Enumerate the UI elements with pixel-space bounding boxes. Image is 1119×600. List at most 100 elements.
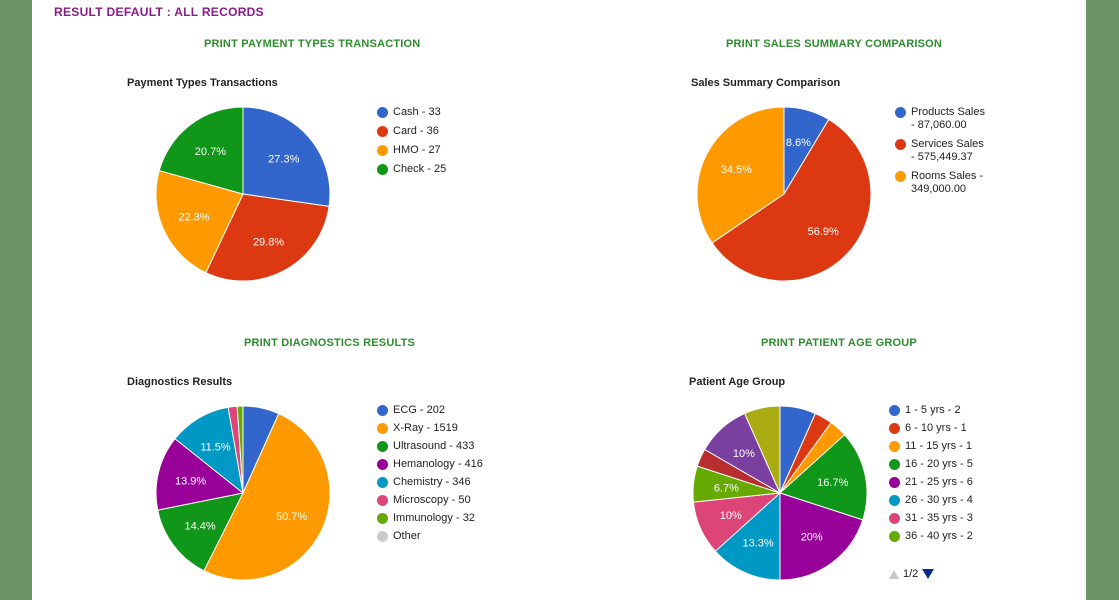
slice-label-0-2: 22.3% (178, 211, 209, 223)
slice-label-0-1: 29.8% (253, 237, 284, 249)
legend-label: Hemanology - 416 (393, 458, 483, 470)
legend-swatch (377, 477, 388, 488)
pie-slice-0-0 (242, 106, 331, 207)
pie-slice-0-3 (158, 106, 244, 195)
legend-item[interactable]: Ultrasound - 433 (377, 440, 483, 453)
pie-slice-3-3 (779, 434, 868, 521)
legend-item[interactable]: HMO - 27 (377, 144, 446, 157)
diagnostics-legend: ECG - 202 X-Ray - 1519 Ultrasound - 433 Hem… (377, 404, 483, 548)
legend-label: Ultrasound - 433 (393, 440, 475, 452)
legend-item[interactable]: Products Sales - 87,060.00 (895, 106, 985, 132)
legend-swatch (889, 423, 900, 434)
legend-item[interactable]: 6 - 10 yrs - 1 (889, 422, 973, 435)
legend-item[interactable]: 26 - 30 yrs - 4 (889, 494, 973, 507)
legend-swatch (889, 477, 900, 488)
legend-swatch (889, 441, 900, 452)
legend-label: Card - 36 (393, 125, 439, 137)
legend-label: 26 - 30 yrs - 4 (905, 494, 973, 506)
legend-item[interactable]: Hemanology - 416 (377, 458, 483, 471)
pager-text: 1/2 (903, 568, 919, 580)
legend-item[interactable]: 16 - 20 yrs - 5 (889, 458, 973, 471)
legend-label: 21 - 25 yrs - 6 (905, 476, 973, 488)
legend-item[interactable]: Cash - 33 (377, 106, 446, 119)
pie-slice-1-1 (711, 118, 872, 282)
legend-swatch (889, 459, 900, 470)
legend-label: X-Ray - 1519 (393, 422, 458, 434)
page-down-icon[interactable] (922, 569, 935, 579)
pie-slice-3-4 (779, 492, 864, 581)
print-diagnostics-link[interactable]: PRINT DIAGNOSTICS RESULTS (244, 337, 416, 349)
legend-swatch (377, 145, 388, 156)
legend-label: 31 - 35 yrs - 3 (905, 512, 973, 524)
legend-item[interactable]: Microscopy - 50 (377, 494, 483, 507)
page-up-icon[interactable] (889, 569, 899, 579)
legend-label: Services Sales - 575,449.37 (911, 138, 984, 163)
legend-swatch (377, 495, 388, 506)
slice-label-2-1: 50.7% (276, 511, 307, 523)
age-legend: 1 - 5 yrs - 2 6 - 10 yrs - 1 11 - 15 yrs -… (889, 404, 973, 548)
legend-item[interactable]: Check - 25 (377, 163, 446, 176)
legend-swatch (377, 107, 388, 118)
slice-label-3-6: 10% (720, 510, 742, 522)
legend-swatch (377, 405, 388, 416)
legend-label: Products Sales - 87,060.00 (911, 106, 985, 131)
slice-label-1-0: 8.6% (786, 137, 811, 149)
pie-slice-2-2 (157, 492, 244, 572)
legend-label: 6 - 10 yrs - 1 (905, 422, 967, 434)
sales-chart-title: Sales Summary Comparison (691, 77, 841, 89)
print-payment-types-link[interactable]: PRINT PAYMENT TYPES TRANSACTION (204, 38, 421, 50)
legend-item[interactable]: Services Sales - 575,449.37 (895, 138, 985, 164)
legend-label: 16 - 20 yrs - 5 (905, 458, 973, 470)
age-chart-title: Patient Age Group (689, 376, 786, 388)
legend-swatch (377, 513, 388, 524)
legend-label: 11 - 15 yrs - 1 (905, 440, 973, 452)
legend-swatch (895, 171, 906, 182)
legend-swatch (377, 441, 388, 452)
legend-label: ECG - 202 (393, 404, 445, 416)
legend-swatch (889, 531, 900, 542)
legend-item[interactable]: Other (377, 530, 483, 543)
pie-slice-3-5 (714, 491, 781, 581)
pie-slice-0-2 (155, 169, 244, 274)
pie-slice-3-10 (743, 405, 781, 494)
legend-item[interactable]: 36 - 40 yrs - 2 (889, 530, 973, 543)
age-pie-chart: 16.7% 20% 13.3% 10% 6.7% 10% (692, 405, 868, 581)
legend-swatch (377, 459, 388, 470)
legend-swatch (377, 126, 388, 137)
legend-item[interactable]: Immunology - 32 (377, 512, 483, 525)
report-panel: RESULT DEFAULT : ALL RECORDS PRINT PAYME… (32, 0, 1086, 600)
diagnostics-pie-chart: 50.7% 14.4% 13.9% 11.5% (155, 405, 331, 581)
print-patient-age-group-link[interactable]: PRINT PATIENT AGE GROUP (761, 337, 917, 349)
slice-label-2-2: 14.4% (185, 521, 216, 533)
age-legend-pager: 1/2 (889, 568, 935, 580)
legend-item[interactable]: Card - 36 (377, 125, 446, 138)
slice-label-3-5: 13.3% (742, 537, 773, 549)
legend-swatch (889, 513, 900, 524)
legend-item[interactable]: 21 - 25 yrs - 6 (889, 476, 973, 489)
legend-item[interactable]: 1 - 5 yrs - 2 (889, 404, 973, 417)
legend-swatch (377, 531, 388, 542)
payment-chart-title: Payment Types Transactions (127, 77, 278, 89)
legend-label: 1 - 5 yrs - 2 (905, 404, 961, 416)
legend-swatch (889, 405, 900, 416)
slice-label-0-0: 27.3% (268, 154, 299, 166)
slice-label-1-1: 56.9% (808, 226, 839, 238)
print-sales-summary-link[interactable]: PRINT SALES SUMMARY COMPARISON (726, 38, 943, 50)
legend-label: Check - 25 (393, 163, 447, 175)
legend-item[interactable]: X-Ray - 1519 (377, 422, 483, 435)
legend-label: Immunology - 32 (393, 512, 475, 524)
pie-slice-2-6 (236, 405, 244, 494)
legend-item[interactable]: Rooms Sales - 349,000.00 (895, 170, 985, 196)
legend-item[interactable]: 11 - 15 yrs - 1 (889, 440, 973, 453)
legend-item[interactable]: ECG - 202 (377, 404, 483, 417)
slice-label-0-3: 20.7% (195, 146, 226, 158)
legend-label: Cash - 33 (393, 106, 441, 118)
legend-item[interactable]: Chemistry - 346 (377, 476, 483, 489)
pie-slice-0-1 (205, 193, 330, 282)
slice-label-3-3: 16.7% (817, 477, 848, 489)
legend-item[interactable]: 31 - 35 yrs - 3 (889, 512, 973, 525)
pie-slice-2-3 (155, 438, 245, 511)
pie-slice-2-4 (174, 406, 244, 495)
legend-label: Chemistry - 346 (393, 476, 471, 488)
result-title: RESULT DEFAULT : ALL RECORDS (54, 5, 264, 19)
